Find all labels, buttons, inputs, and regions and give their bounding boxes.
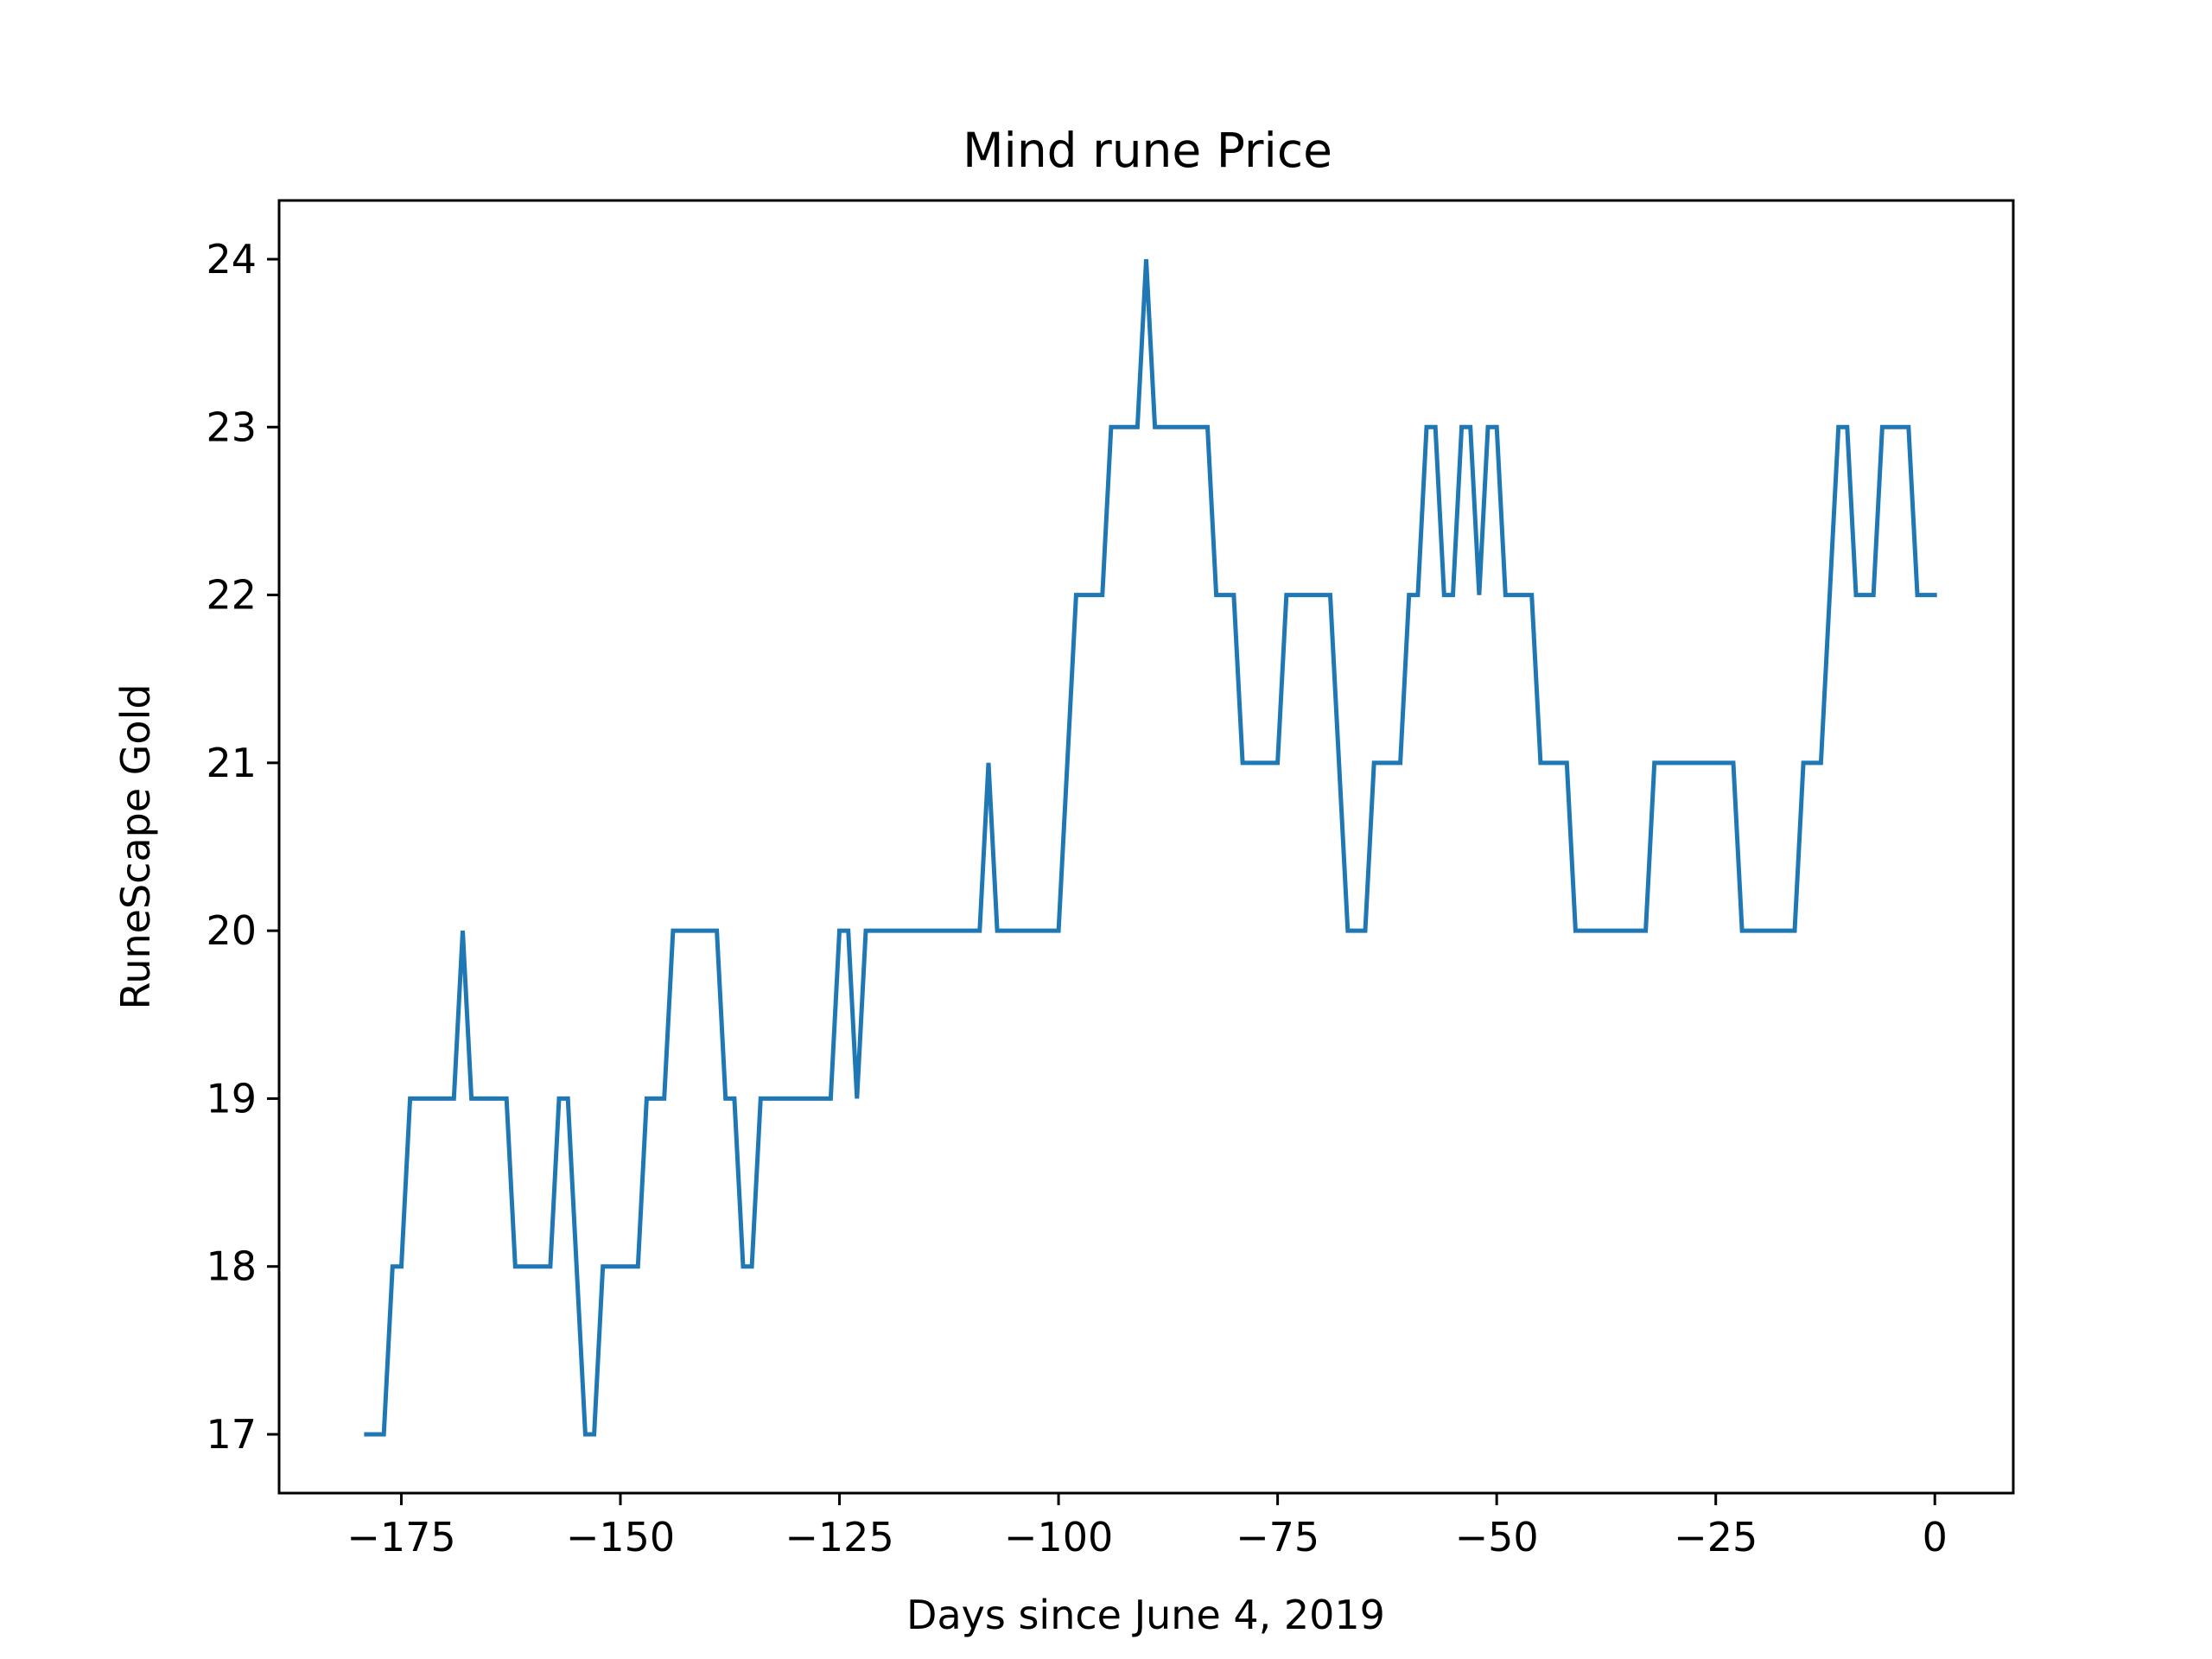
x-tick-label: 0 [1923, 1514, 1948, 1560]
x-axis-label: Days since June 4, 2019 [906, 1592, 1385, 1638]
y-axis-label: RuneScape Gold [112, 683, 159, 1009]
y-tick-label: 23 [206, 404, 257, 450]
y-tick-label: 24 [206, 236, 257, 283]
x-tick-label: −25 [1674, 1514, 1758, 1560]
y-tick-label: 18 [206, 1243, 257, 1290]
x-tick-label: −150 [566, 1514, 675, 1560]
chart-title: Mind rune Price [963, 123, 1332, 178]
x-tick-label: −175 [346, 1514, 455, 1560]
x-tick-label: −50 [1455, 1514, 1539, 1560]
plot-frame [277, 199, 2015, 1495]
y-tick-label: 21 [206, 740, 257, 786]
x-axis: −175 −150 −125 −100 −75 −50 −25 0 [346, 1493, 1948, 1560]
y-axis: 17 18 19 20 21 22 23 24 [206, 236, 279, 1458]
y-tick-label: 22 [206, 572, 257, 619]
series-line [364, 258, 1937, 1437]
x-tick-label: −75 [1236, 1514, 1319, 1560]
x-tick-label: −125 [785, 1514, 893, 1560]
y-tick-label: 17 [206, 1411, 257, 1458]
y-tick-label: 19 [206, 1075, 257, 1122]
x-tick-label: −100 [1004, 1514, 1113, 1560]
y-tick-label: 20 [206, 907, 257, 954]
